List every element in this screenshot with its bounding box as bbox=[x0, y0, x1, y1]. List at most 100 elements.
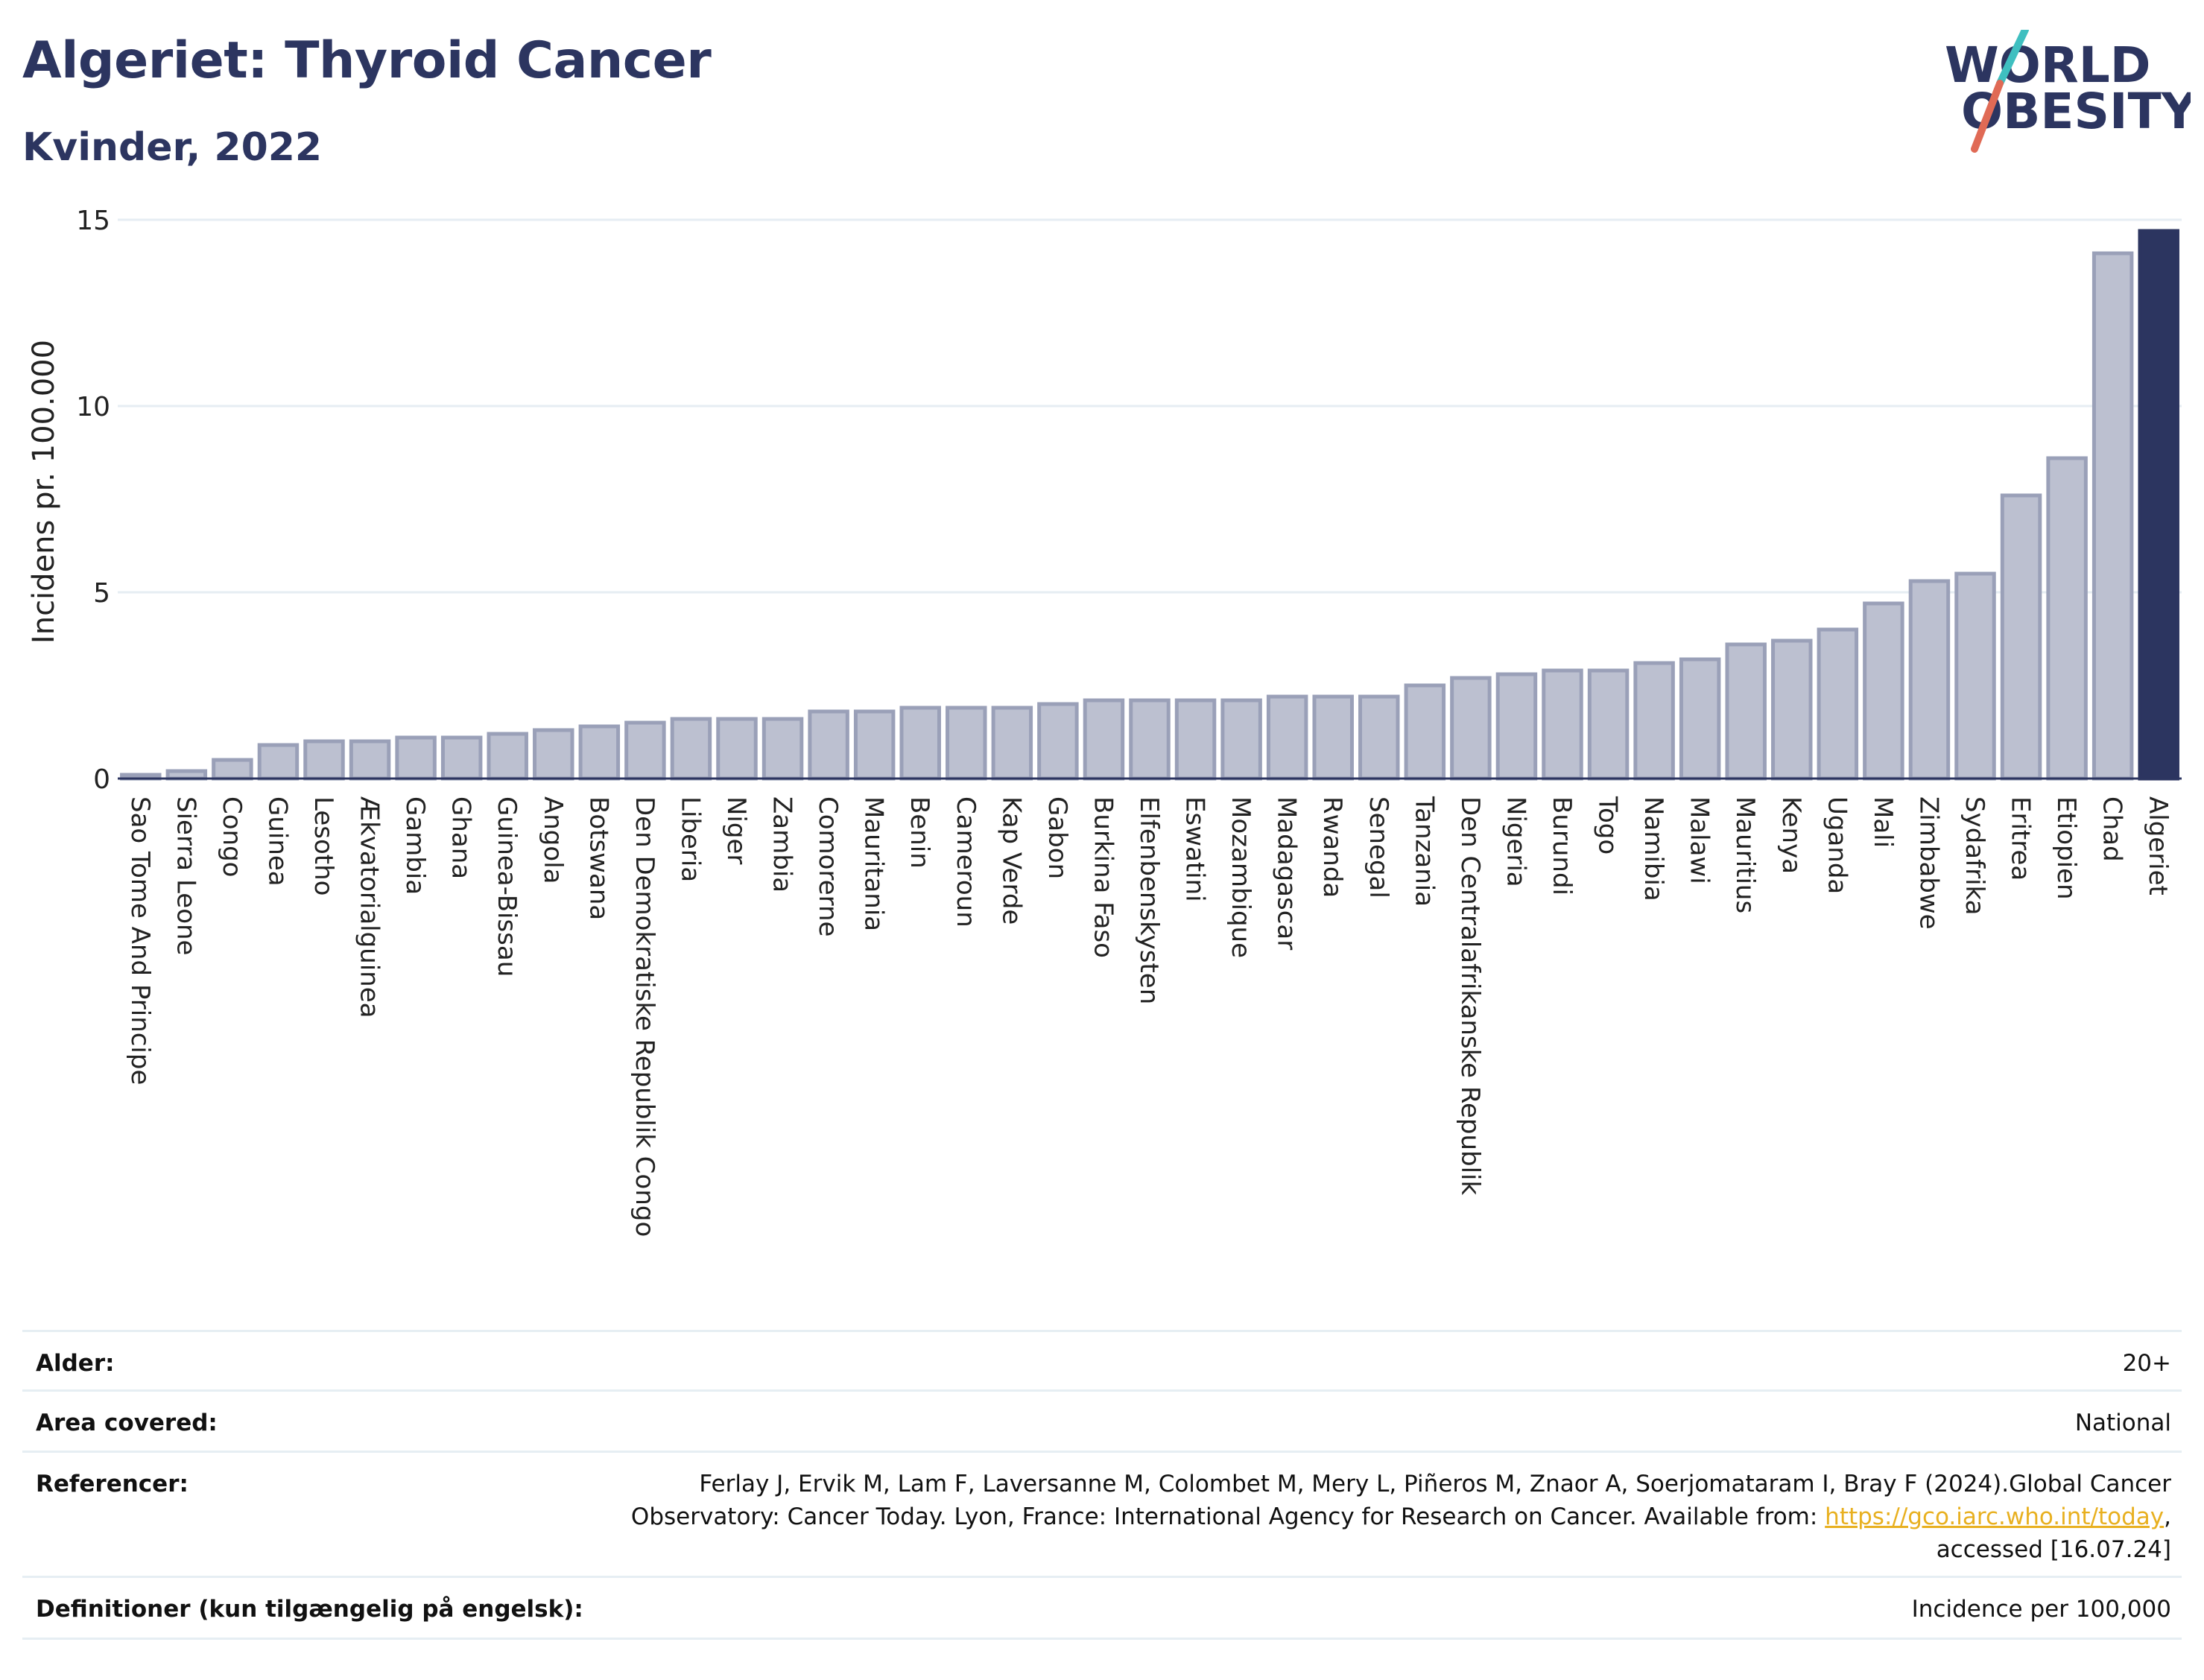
bar bbox=[2091, 251, 2134, 781]
x-tick-label: Nigeria bbox=[1501, 796, 1530, 887]
bar bbox=[899, 706, 941, 781]
gco-link[interactable]: https://gco.iarc.who.int/today bbox=[1825, 1503, 2165, 1530]
references-line-2: Observatory: Cancer Today. Lyon, France:… bbox=[630, 1503, 2171, 1530]
x-tick-label: Gabon bbox=[1042, 796, 1072, 879]
bar bbox=[303, 739, 345, 781]
bar bbox=[1220, 698, 1262, 781]
x-tick-label: Guinea-Bissau bbox=[492, 796, 522, 977]
y-axis-ticks: 0 5 10 15 bbox=[76, 206, 110, 795]
bar bbox=[487, 732, 528, 781]
logo-word-world: WORLD bbox=[1945, 37, 2151, 94]
bar bbox=[670, 717, 712, 781]
logo-slash-top bbox=[1996, 30, 2029, 87]
bar-chart: 0 5 10 15 Sao Tome And Principe Sierra Leone… bbox=[27, 206, 2182, 1237]
x-tick-label: Botswana bbox=[583, 796, 613, 920]
bar bbox=[1633, 661, 1675, 781]
references-text: Ferlay J, Ervik M, Lam F, Laversanne M, … bbox=[631, 1468, 2171, 1566]
references-line-3: accessed [16.07.24] bbox=[1936, 1536, 2171, 1563]
x-tick-label: Eswatini bbox=[1180, 796, 1210, 902]
bar bbox=[2000, 493, 2042, 781]
metadata-label: Area covered: bbox=[36, 1410, 218, 1436]
bar bbox=[2046, 456, 2088, 781]
x-tick-label: Elfenbenskysten bbox=[1134, 796, 1164, 1004]
metadata-table: Alder: 20+ Area covered: National Refere… bbox=[22, 1330, 2182, 1643]
chart-subtitle: Kvinder, 2022 bbox=[22, 125, 323, 170]
metadata-row-definitions: Definitioner (kun tilgængelig på engelsk… bbox=[22, 1576, 2182, 1640]
bar bbox=[1266, 694, 1308, 781]
metadata-label: Alder: bbox=[36, 1350, 115, 1377]
bar bbox=[1450, 676, 1492, 781]
bars bbox=[118, 229, 2182, 781]
metadata-value: 20+ bbox=[2122, 1350, 2171, 1377]
x-tick-label: Senegal bbox=[1364, 796, 1393, 898]
bar bbox=[1083, 698, 1125, 781]
bar bbox=[808, 709, 849, 781]
bar bbox=[1404, 683, 1446, 781]
metadata-value: Incidence per 100,000 bbox=[1911, 1596, 2171, 1623]
metadata-label: Definitioner (kun tilgængelig på engelsk… bbox=[36, 1596, 583, 1623]
references-line-1: Ferlay J, Ervik M, Lam F, Laversanne M, … bbox=[699, 1471, 2171, 1497]
x-tick-label: Ghana bbox=[446, 796, 476, 879]
x-tick-label: Burundi bbox=[1547, 796, 1577, 896]
x-tick-label: Kenya bbox=[1776, 796, 1806, 874]
bar bbox=[1908, 579, 1951, 781]
bar bbox=[533, 728, 574, 781]
y-axis-label: Incidens pr. 100.000 bbox=[27, 340, 61, 644]
x-tick-label: Madagascar bbox=[1272, 796, 1302, 950]
y-tick-label: 0 bbox=[93, 764, 110, 795]
x-tick-label: Zambia bbox=[767, 796, 797, 893]
x-tick-label: Sao Tome And Principe bbox=[125, 796, 155, 1085]
bar bbox=[212, 758, 253, 781]
bar bbox=[440, 735, 483, 781]
bar bbox=[578, 724, 621, 781]
y-tick-label: 5 bbox=[93, 578, 110, 609]
bar bbox=[853, 709, 896, 781]
x-tick-label: Liberia bbox=[675, 796, 705, 882]
x-axis-ticks: Sao Tome And Principe Sierra Leone Congo Gu… bbox=[125, 796, 2173, 1237]
x-tick-label: Benin bbox=[905, 796, 934, 869]
x-tick-label: Tanzania bbox=[1409, 796, 1439, 907]
x-tick-label: Mali bbox=[1868, 796, 1898, 848]
metadata-row-age: Alder: 20+ bbox=[22, 1330, 2182, 1392]
x-tick-label: Kap Verde bbox=[996, 796, 1026, 925]
x-tick-label: Angola bbox=[538, 796, 568, 884]
logo-slash-bottom bbox=[1971, 80, 2004, 153]
x-tick-label: Chad bbox=[2097, 796, 2127, 862]
y-tick-label: 15 bbox=[76, 206, 110, 236]
bar bbox=[1495, 672, 1538, 781]
metadata-value: National bbox=[2074, 1410, 2171, 1436]
bar bbox=[1312, 694, 1354, 781]
bar bbox=[1679, 657, 1721, 781]
bar bbox=[1542, 668, 1583, 781]
x-tick-label: Togo bbox=[1593, 796, 1623, 855]
x-tick-label: Gambia bbox=[400, 796, 430, 895]
bar bbox=[395, 735, 437, 781]
x-tick-label: Namibia bbox=[1638, 796, 1668, 901]
x-tick-label: Guinea bbox=[262, 796, 292, 887]
x-tick-label: Den Demokratiske Republik Congo bbox=[630, 796, 659, 1237]
x-tick-label: Sierra Leone bbox=[171, 796, 200, 955]
bar bbox=[991, 706, 1033, 781]
x-tick-label: Burkina Faso bbox=[1088, 796, 1118, 958]
bar bbox=[349, 739, 391, 781]
x-tick-label: Eritrea bbox=[2006, 796, 2036, 881]
bar bbox=[2138, 229, 2179, 781]
x-tick-label: Algeriet bbox=[2143, 796, 2173, 896]
x-tick-label: Niger bbox=[721, 796, 751, 864]
x-tick-label: Uganda bbox=[1822, 796, 1852, 894]
y-tick-label: 10 bbox=[76, 392, 110, 422]
bar bbox=[1954, 571, 1996, 781]
x-tick-label: Rwanda bbox=[1317, 796, 1347, 898]
bar bbox=[1863, 601, 1904, 781]
bar bbox=[1129, 698, 1171, 781]
x-tick-label: Comorerne bbox=[813, 796, 843, 936]
bar bbox=[1725, 642, 1767, 781]
x-tick-label: Congo bbox=[217, 796, 247, 877]
x-tick-label: Ækvatorialguinea bbox=[355, 796, 384, 1018]
x-tick-label: Sydafrika bbox=[1960, 796, 1989, 915]
bar bbox=[1174, 698, 1217, 781]
x-tick-label: Zimbabwe bbox=[1913, 796, 1943, 930]
x-tick-label: Malawi bbox=[1685, 796, 1714, 884]
x-tick-label: Mauritius bbox=[1730, 796, 1760, 913]
x-tick-label: Mauritania bbox=[859, 796, 889, 931]
